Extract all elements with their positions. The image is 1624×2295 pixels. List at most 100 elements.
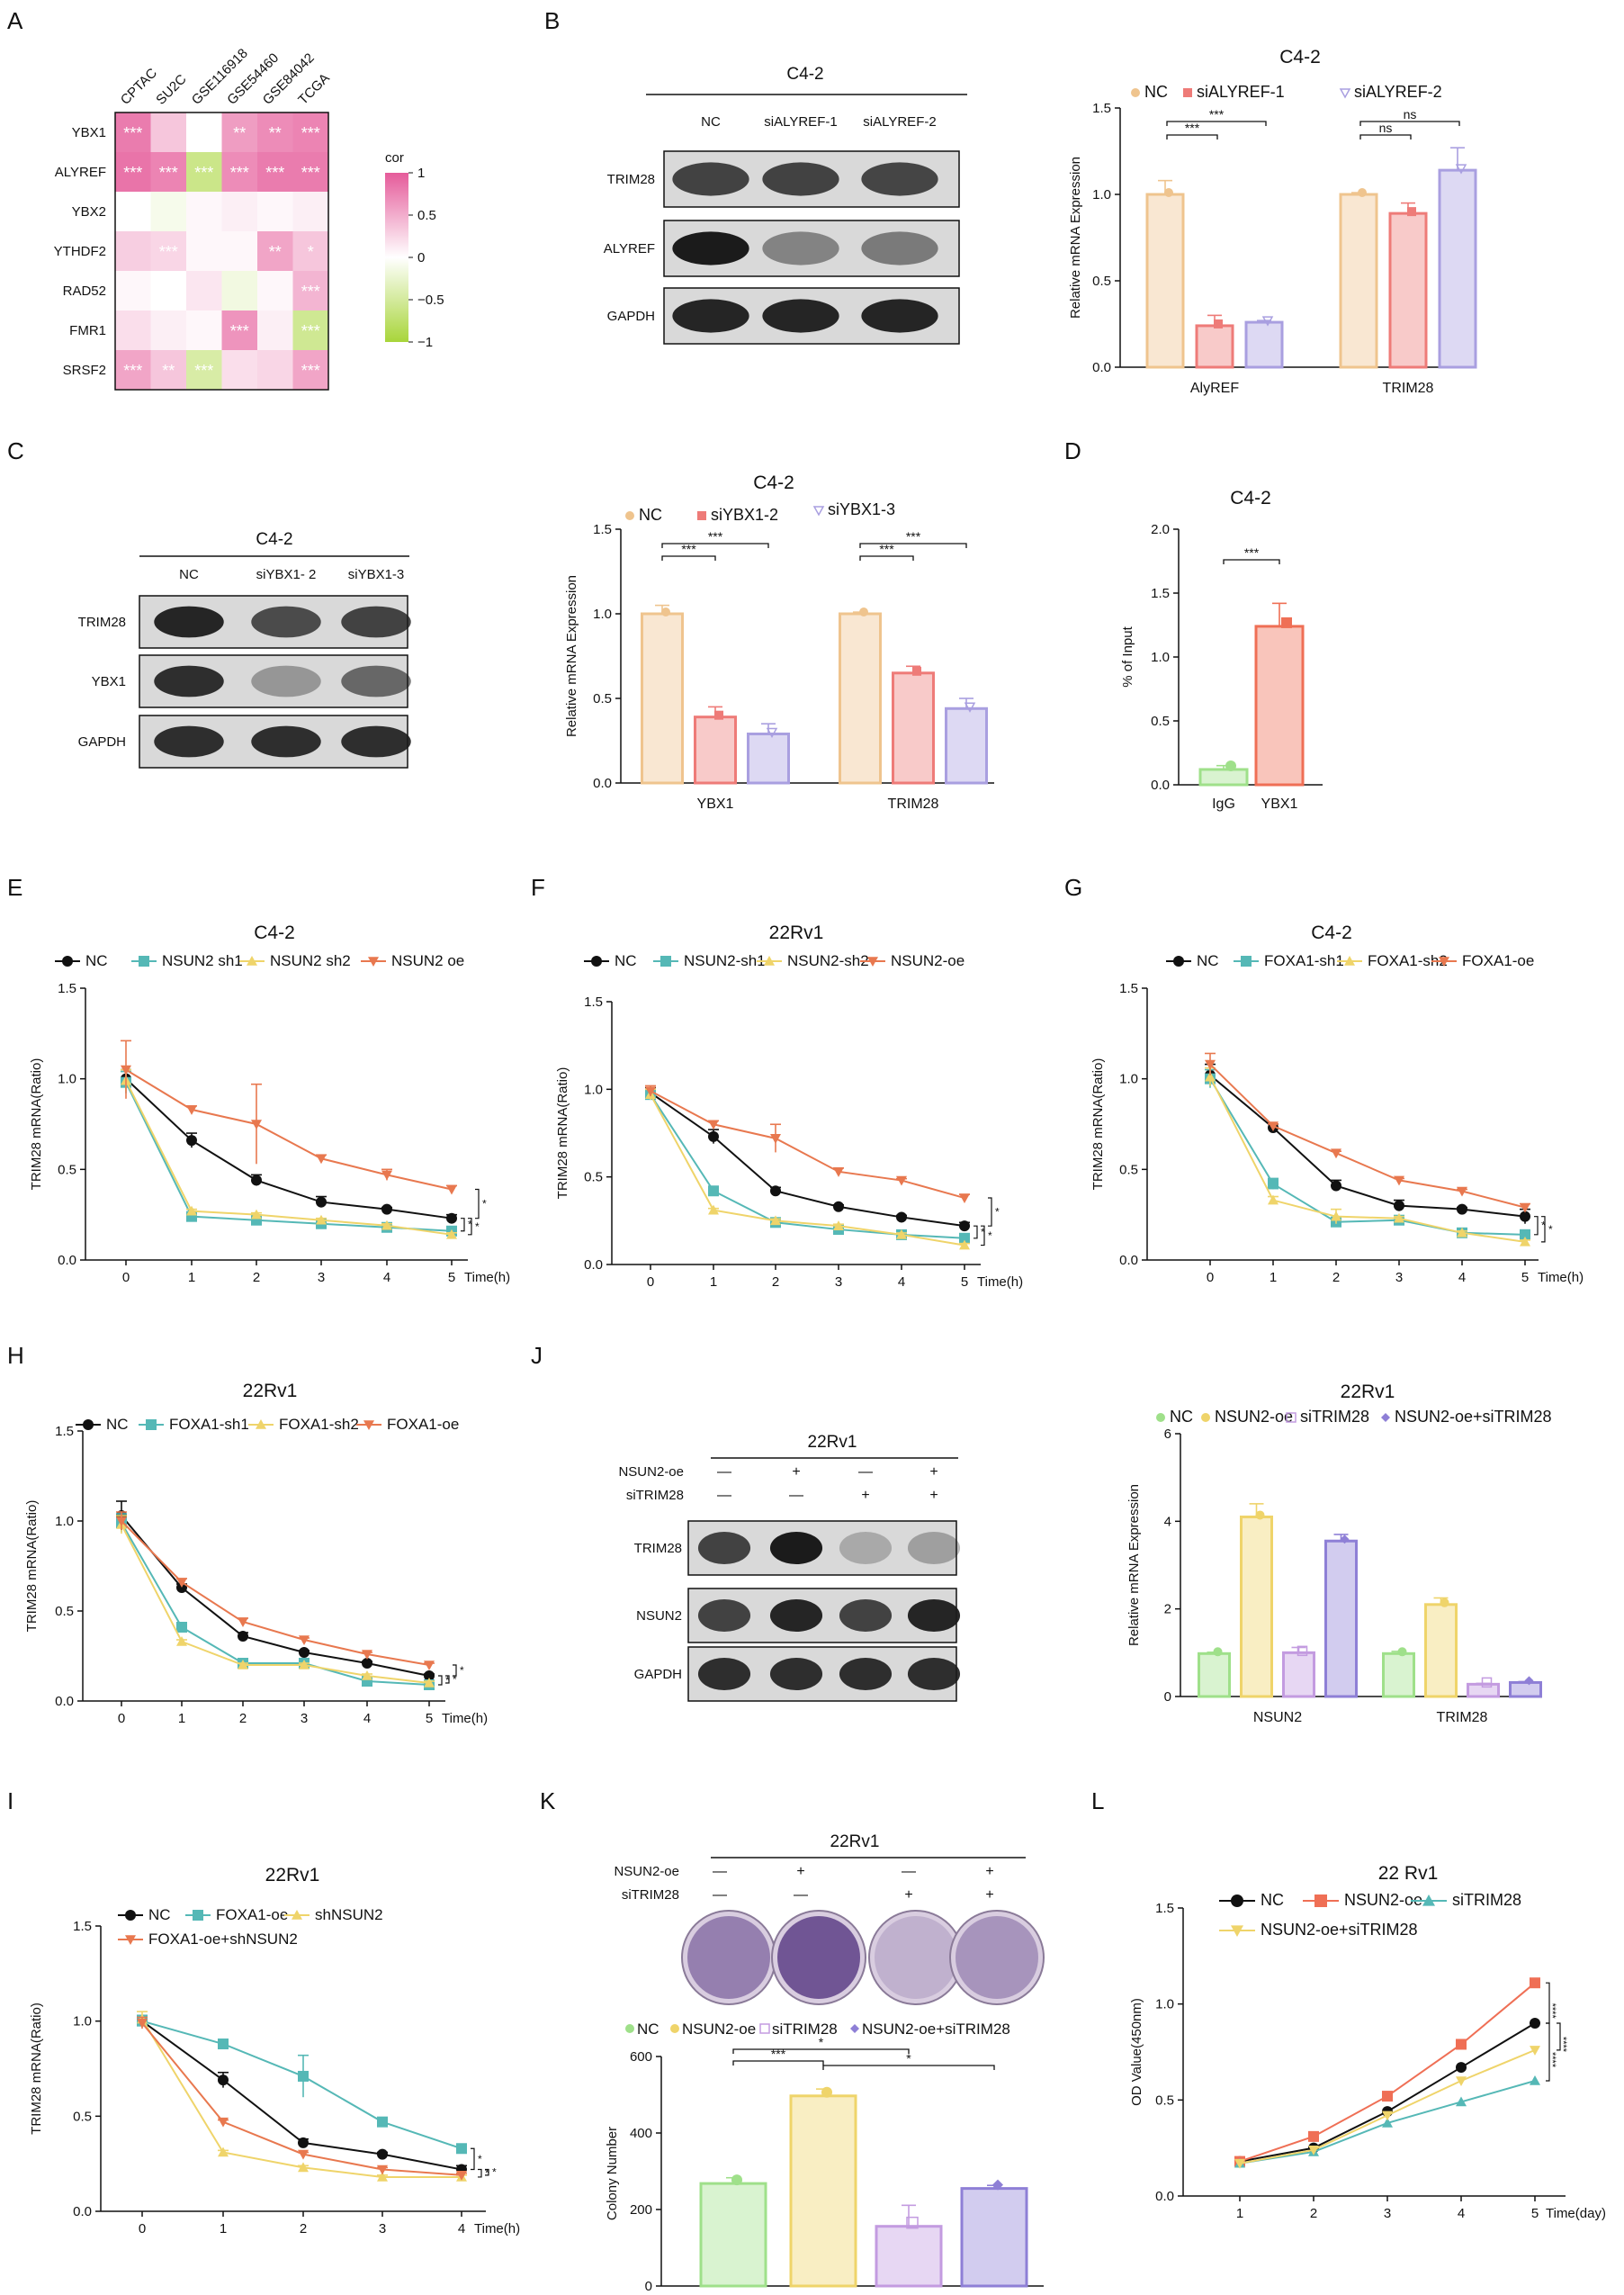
legend-label: NC — [85, 952, 108, 969]
replicate-point — [661, 608, 670, 616]
replicate-point — [1407, 207, 1416, 217]
bar — [1339, 193, 1378, 369]
replicate-point — [731, 2174, 742, 2186]
data-point — [959, 1232, 970, 1244]
y-tick-label: 0.0 — [584, 1257, 603, 1273]
x-tick-label: 5 — [448, 1270, 455, 1285]
x-tick-label: 4 — [458, 2221, 465, 2236]
blot-band — [251, 665, 321, 698]
x-tick-label: 1 — [1236, 2206, 1243, 2221]
heatmap-cell — [150, 152, 186, 192]
data-point — [1530, 2075, 1540, 2085]
heatmap-cell — [150, 112, 186, 152]
heatmap-cell — [292, 112, 328, 152]
significance-label: * — [1548, 1223, 1553, 1236]
legend-label: shNSUN2 — [315, 1906, 383, 1923]
blot-band — [341, 725, 411, 758]
heatmap-cell-stars: ** — [269, 243, 282, 261]
significance-bracket — [1223, 559, 1280, 564]
legend-colorbar — [385, 173, 408, 342]
heatmap-cell — [292, 310, 328, 350]
x-tick-label: 0 — [118, 1711, 125, 1726]
x-tick-label: 4 — [363, 1711, 371, 1726]
significance-bracket — [445, 1675, 450, 1684]
condition-sign: — — [717, 1464, 731, 1480]
heatmap-cell — [257, 231, 293, 271]
data-point — [377, 2116, 388, 2128]
legend-marker — [1231, 1894, 1243, 1907]
legend-marker — [625, 2024, 634, 2033]
series-line — [125, 1080, 453, 1236]
legend-label: NC — [106, 1416, 129, 1433]
x-tick-label: 1 — [220, 2221, 227, 2236]
heatmap-cell — [115, 271, 151, 310]
x-tick-label: 4 — [1458, 1270, 1466, 1285]
heatmap-cell — [115, 192, 151, 231]
y-axis-label: Relative mRNA Expression — [564, 575, 579, 737]
y-tick-label: 0.5 — [1092, 274, 1111, 289]
y-tick-label: 0.5 — [58, 1162, 76, 1177]
bar — [1324, 1539, 1358, 1698]
legend-label: NC — [639, 506, 662, 524]
blot-band — [769, 1658, 823, 1690]
heatmap-cell — [150, 231, 186, 271]
significance-label: *** — [708, 529, 723, 544]
significance-label: ns — [1379, 121, 1393, 135]
legend-marker — [759, 2023, 770, 2034]
x-category-label: IgG — [1212, 796, 1235, 812]
legend-marker — [1183, 88, 1192, 97]
panel-letter-k: K — [540, 1787, 556, 1814]
chart-title: 22Rv1 — [1341, 1382, 1395, 1402]
data-point — [1520, 1236, 1530, 1246]
data-point — [377, 2148, 388, 2160]
data-point — [176, 1636, 187, 1646]
replicate-point — [1255, 1510, 1265, 1520]
blot-band — [769, 1599, 823, 1632]
condition-sign: + — [985, 1887, 993, 1903]
y-tick-label: 0.0 — [55, 1694, 74, 1709]
significance-bracket — [468, 1218, 472, 1236]
condition-label: NSUN2-oe — [618, 1464, 684, 1480]
x-tick-label: 2 — [1332, 1270, 1340, 1285]
significance-bracket — [822, 2065, 995, 2070]
legend-label: FOXA1-sh1 — [1264, 952, 1344, 969]
heatmap-cell — [115, 310, 151, 350]
y-axis-label: Relative mRNA Expression — [1126, 1484, 1142, 1646]
blot-title: C4-2 — [256, 530, 292, 549]
significance-bracket — [661, 555, 716, 561]
legend-marker — [1173, 956, 1184, 967]
data-point — [1268, 1194, 1279, 1205]
blot-lane-label: NC — [179, 567, 199, 582]
series-line — [125, 1077, 453, 1220]
y-tick-label: 1.5 — [1092, 101, 1111, 116]
series-line — [1209, 1063, 1526, 1209]
data-point — [1268, 1121, 1279, 1132]
data-point — [176, 1578, 187, 1588]
legend-label: NSUN2-oe+siTRIM28 — [1395, 1408, 1552, 1426]
y-tick-label: 0.0 — [73, 2204, 92, 2219]
y-tick-label: 0.5 — [584, 1170, 603, 1185]
significance-bracket — [661, 543, 769, 548]
x-axis-label: Time(h) — [474, 2221, 520, 2236]
significance-bracket — [1557, 2022, 1561, 2051]
y-tick-label: 1.5 — [1119, 981, 1138, 996]
x-category-label: YBX1 — [1261, 796, 1298, 812]
heatmap-cell-stars: *** — [194, 164, 213, 182]
bar — [960, 2187, 1028, 2288]
legend-marker — [83, 1419, 94, 1430]
legend-label: siYBX1-2 — [711, 506, 778, 524]
panel-f-line-chart: 0.0 0.5 1.0 1.5 0 1 2 3 4 5 Time(h) TRIM28 mRNA(Rat… — [555, 922, 1023, 1290]
colony-density — [875, 1916, 957, 1999]
legend-label: siALYREF-1 — [1197, 83, 1285, 101]
chart-title: 22Rv1 — [265, 1865, 320, 1886]
heatmap-cell — [257, 271, 293, 310]
condition-sign: + — [796, 1864, 804, 1879]
chart-title: 22Rv1 — [769, 922, 824, 943]
y-tick-label: 1.0 — [584, 1082, 603, 1097]
legend-label: NC — [615, 952, 637, 969]
significance-bracket — [438, 1675, 443, 1686]
y-tick-label: 0.0 — [1092, 360, 1111, 375]
significance-label: * — [478, 2153, 482, 2165]
heatmap-cell-stars: *** — [301, 283, 320, 301]
data-point — [238, 1660, 248, 1670]
